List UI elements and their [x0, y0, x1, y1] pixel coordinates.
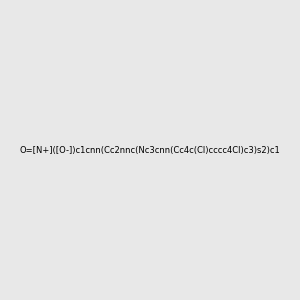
Text: O=[N+]([O-])c1cnn(Cc2nnc(Nc3cnn(Cc4c(Cl)cccc4Cl)c3)s2)c1: O=[N+]([O-])c1cnn(Cc2nnc(Nc3cnn(Cc4c(Cl)… [20, 146, 281, 154]
